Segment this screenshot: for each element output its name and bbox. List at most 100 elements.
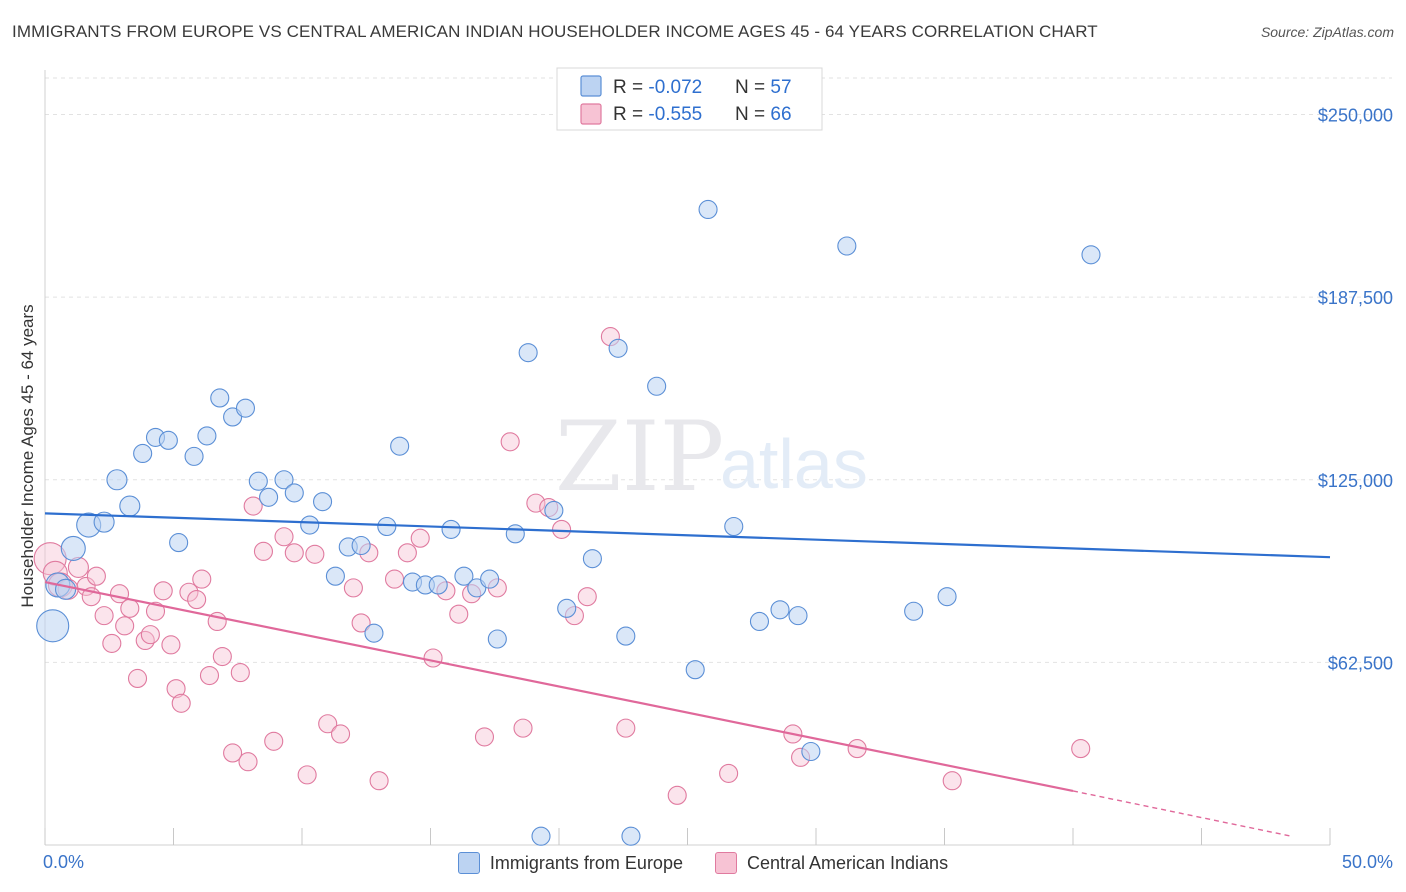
axes: [44, 70, 1331, 846]
point-central-american: [223, 743, 243, 763]
trend-line-europe: [44, 512, 1331, 559]
y-tick-label: $62,500: [1328, 653, 1393, 673]
point-europe: [616, 626, 636, 646]
point-europe: [364, 623, 384, 643]
point-europe: [300, 515, 320, 535]
point-central-american: [449, 604, 469, 624]
stats-n-label-central-american: N =: [735, 104, 770, 125]
point-europe: [428, 575, 448, 595]
point-central-american: [305, 544, 325, 564]
point-europe: [259, 487, 279, 507]
point-central-american: [140, 625, 160, 645]
point-central-american: [238, 752, 258, 772]
point-europe: [480, 569, 500, 589]
point-central-american: [397, 543, 417, 563]
trend-line-central-american-extension: [1072, 790, 1292, 837]
point-central-american: [115, 616, 135, 636]
point-europe: [582, 549, 602, 569]
point-europe: [647, 376, 667, 396]
point-europe: [158, 430, 178, 450]
point-central-american: [153, 581, 173, 601]
point-central-american: [719, 763, 739, 783]
point-europe: [487, 629, 507, 649]
point-europe: [210, 388, 230, 408]
point-central-american: [212, 646, 232, 667]
point-europe: [608, 338, 628, 358]
svg-text:N = 66: N = 66: [735, 104, 792, 125]
point-central-american: [577, 587, 597, 607]
point-europe: [36, 609, 70, 643]
stats-r-value-europe: -0.072: [648, 77, 702, 98]
point-central-american: [187, 590, 207, 610]
point-central-american: [284, 543, 304, 563]
x-tick-label-min: 0.0%: [43, 852, 84, 872]
point-europe: [106, 469, 128, 491]
point-europe: [377, 516, 397, 537]
point-europe: [770, 600, 790, 620]
x-tick-label-max: 50.0%: [1342, 852, 1393, 872]
point-central-american: [199, 665, 220, 686]
point-central-american: [94, 606, 114, 626]
stats-swatch-europe: [580, 75, 602, 97]
stats-r-value-central-american: -0.555: [648, 104, 702, 125]
legend-item-central-american[interactable]: Central American Indians: [714, 852, 948, 874]
legend-swatch-central-american: [714, 852, 737, 874]
legend-item-europe[interactable]: Immigrants from Europe: [457, 852, 683, 874]
stats-n-value-central-american: 66: [770, 104, 791, 125]
point-europe: [749, 611, 770, 632]
legend-swatch-europe: [457, 852, 480, 874]
point-central-american: [667, 785, 687, 805]
watermark-atlas: atlas: [720, 425, 868, 503]
point-central-american: [616, 718, 636, 738]
y-tick-label: $187,500: [1318, 288, 1393, 308]
y-tick-label: $125,000: [1318, 471, 1393, 491]
point-europe: [531, 826, 551, 846]
trend-line-central-american: [44, 580, 1074, 793]
point-central-american: [179, 582, 199, 602]
point-europe: [937, 587, 957, 607]
point-central-american: [120, 598, 140, 618]
point-europe: [1081, 245, 1101, 265]
data-points: [33, 199, 1101, 846]
point-europe: [904, 601, 924, 621]
point-europe: [441, 519, 461, 539]
point-europe: [724, 516, 744, 537]
point-europe: [169, 533, 189, 553]
point-central-american: [410, 528, 430, 548]
stats-n-value-europe: 57: [770, 77, 791, 98]
point-central-american: [102, 633, 122, 653]
point-europe: [325, 566, 345, 586]
stats-r-label-europe: R =: [613, 77, 648, 98]
y-axis-label: Householder Income Ages 45 - 64 years: [18, 304, 37, 607]
svg-text:R = -0.072: R = -0.072: [613, 77, 702, 98]
point-central-american: [166, 679, 186, 699]
point-central-american: [274, 527, 294, 547]
legend-label-europe: Immigrants from Europe: [489, 852, 683, 873]
point-central-american: [161, 635, 181, 655]
point-central-american: [1071, 739, 1091, 759]
point-central-american: [264, 731, 284, 751]
svg-text:R = -0.555: R = -0.555: [613, 104, 702, 125]
point-central-american: [343, 578, 363, 598]
point-europe: [60, 535, 86, 561]
point-europe: [313, 492, 333, 512]
point-europe: [788, 606, 808, 626]
point-europe: [197, 426, 217, 446]
point-europe: [248, 471, 268, 491]
stats-swatch-central-american: [580, 103, 602, 125]
chart-title: IMMIGRANTS FROM EUROPE VS CENTRAL AMERIC…: [12, 22, 1098, 41]
stats-r-label-central-american: R =: [613, 104, 648, 125]
point-central-american: [330, 724, 351, 744]
point-europe: [518, 343, 538, 363]
point-europe: [284, 483, 304, 503]
point-europe: [93, 511, 115, 533]
point-central-american: [253, 541, 274, 561]
x-tick-labels: 0.0% 50.0%: [43, 852, 1393, 872]
chart-source: Source: ZipAtlas.com: [1260, 24, 1394, 40]
point-europe: [133, 443, 153, 464]
point-central-american: [318, 714, 338, 734]
point-europe: [621, 826, 641, 846]
point-europe: [801, 741, 821, 762]
point-central-american: [171, 693, 191, 713]
